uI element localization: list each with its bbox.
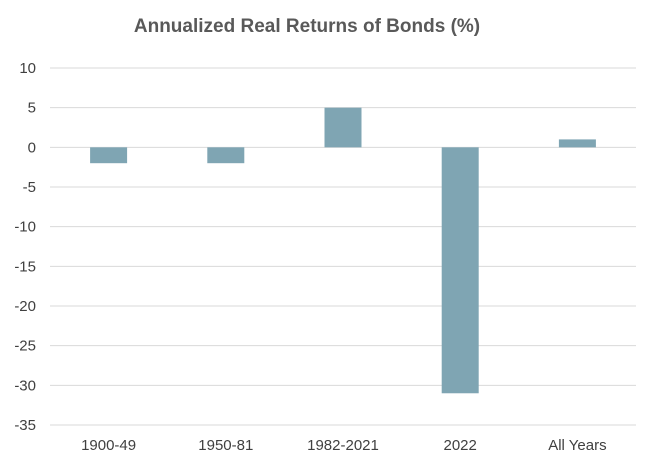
bars <box>90 107 596 394</box>
y-tick-label: -15 <box>14 258 36 275</box>
gridlines <box>50 67 636 426</box>
x-tick-label: 1950-81 <box>198 437 253 454</box>
y-tick-label: -5 <box>23 179 36 196</box>
x-tick-label: All Years <box>548 437 606 454</box>
x-tick-label: 2022 <box>444 437 477 454</box>
y-tick-label: -30 <box>14 377 36 394</box>
y-axis-ticks: 10 5 0 -5 -10 -15 -20 -25 -30 -35 <box>14 60 36 434</box>
y-tick-label: -10 <box>14 219 36 236</box>
bar-2022 <box>441 147 479 394</box>
y-tick-label: 10 <box>19 60 36 77</box>
y-tick-label: -20 <box>14 298 36 315</box>
bar-1950-81 <box>207 147 245 164</box>
chart-title: Annualized Real Returns of Bonds (%) <box>133 16 481 37</box>
y-tick-label: -25 <box>14 338 36 355</box>
bar-1900-49 <box>90 147 128 164</box>
y-tick-label: -35 <box>14 417 36 434</box>
y-tick-label: 5 <box>28 100 36 117</box>
x-tick-label: 1900-49 <box>81 437 136 454</box>
bar-1982-2021 <box>324 107 362 148</box>
bar-all-years <box>558 139 596 148</box>
x-axis-ticks: 1900-49 1950-81 1982-2021 2022 All Years <box>81 437 607 454</box>
x-tick-label: 1982-2021 <box>307 437 379 454</box>
y-tick-label: 0 <box>28 139 36 156</box>
